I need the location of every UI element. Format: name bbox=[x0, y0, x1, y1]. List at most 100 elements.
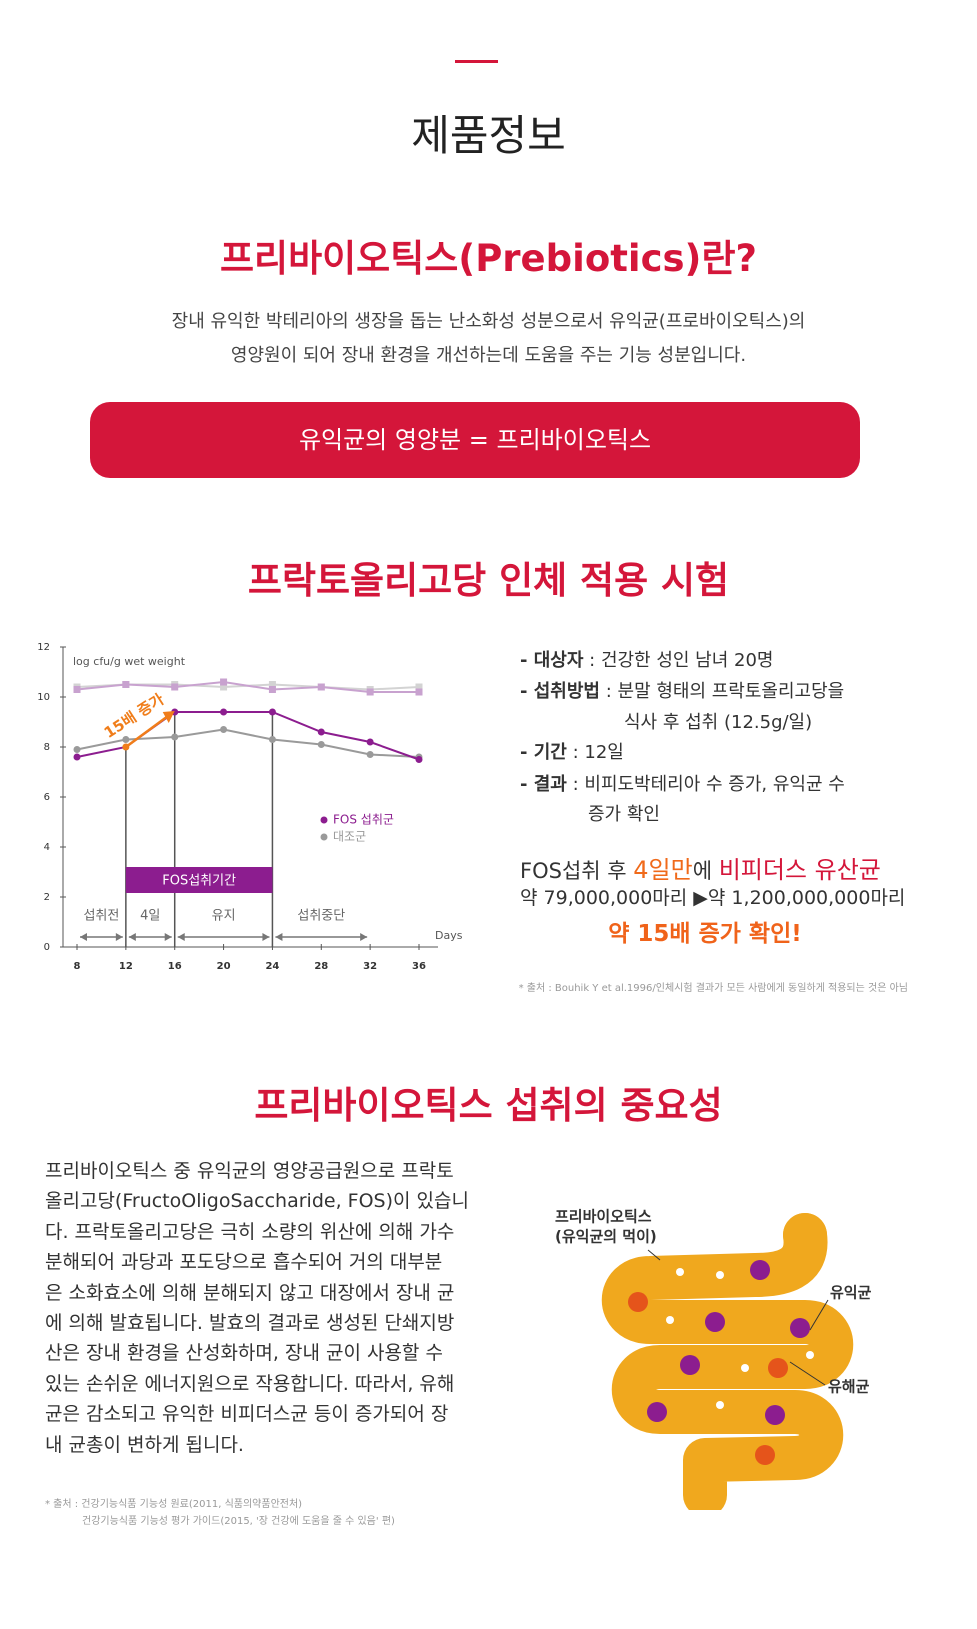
detail-text: : 비피도박테리아 수 증가, 유익균 수 bbox=[572, 774, 845, 795]
phase-arrowhead bbox=[80, 933, 87, 941]
detail: - 대상자 : 건강한 성인 남녀 20명 bbox=[520, 646, 774, 672]
phase-label: 유지 bbox=[212, 909, 236, 924]
legend-label: 대조군 bbox=[333, 830, 366, 844]
paragraph-line: 에 의해 발효됩니다. 발효의 결과로 생성된 단쇄지방 bbox=[45, 1312, 455, 1335]
detail-label: - 대상자 bbox=[520, 650, 584, 671]
marker bbox=[268, 681, 276, 688]
marker bbox=[415, 688, 423, 696]
intro-line: 장내 유익한 박테리아의 생장을 돕는 난소화성 성분으로서 유익균(프로바이오… bbox=[171, 311, 806, 332]
phase-arrowhead bbox=[177, 933, 185, 941]
legend-marker bbox=[320, 816, 328, 824]
detail: - 섭취방법 : 분말 형태의 프락토올리고당을 bbox=[520, 677, 844, 703]
illustration-label: (유익균의 먹이) bbox=[555, 1228, 657, 1246]
marker bbox=[171, 733, 179, 741]
paragraph-line: 다. 프락토올리고당은 극히 소량의 위산에 의해 가수 bbox=[45, 1220, 455, 1243]
detail-label: - 결과 bbox=[520, 774, 567, 795]
annotation: 15배 증가 bbox=[101, 690, 168, 742]
summary-text: FOS섭취 후 bbox=[520, 859, 634, 883]
y-axis-label: log cfu/g wet weight bbox=[73, 655, 186, 668]
intestine-illustration: 프리바이오틱스 (유익균의 먹이) 유익균 유해균 bbox=[555, 1208, 872, 1510]
marker bbox=[268, 708, 276, 716]
food-dot bbox=[676, 1268, 684, 1276]
phase-arrowhead bbox=[115, 933, 123, 941]
good-bacteria bbox=[750, 1260, 770, 1280]
good-bacteria bbox=[647, 1402, 667, 1422]
detail-text: 식사 후 섭취 (12.5g/일) bbox=[624, 712, 813, 733]
food-dot bbox=[666, 1316, 674, 1324]
detail-text: 증가 확인 bbox=[588, 804, 660, 825]
x-tick-label: 12 bbox=[119, 961, 133, 972]
bad-bacteria bbox=[768, 1358, 788, 1378]
source: 건강기능식품 기능성 평가 가이드(2015, '장 건강에 도움을 줄 수 있… bbox=[82, 1516, 395, 1527]
annotation-arrowhead bbox=[162, 711, 175, 723]
intro-line: 영양원이 되어 장내 환경을 개선하는데 도움을 주는 기능 성분입니다. bbox=[230, 345, 747, 366]
paragraph-line: 균은 감소되고 유익한 비피더스균 등이 증가되어 장 bbox=[45, 1403, 449, 1426]
marker bbox=[73, 686, 81, 693]
phase-label: 섭취중단 bbox=[297, 909, 345, 924]
intestine bbox=[601, 1213, 854, 1510]
marker bbox=[317, 741, 325, 748]
x-tick-label: 24 bbox=[265, 961, 279, 972]
food-dot bbox=[741, 1364, 749, 1372]
detail: - 결과 : 비피도박테리아 수 증가, 유익균 수 bbox=[520, 770, 845, 796]
phase-arrowhead bbox=[164, 933, 172, 941]
marker bbox=[268, 736, 276, 743]
intestine-end bbox=[783, 1213, 827, 1257]
bad-bacteria bbox=[628, 1292, 648, 1312]
detail-label: - 섭취방법 bbox=[520, 681, 600, 702]
phase-label: 4일 bbox=[140, 909, 160, 924]
marker bbox=[73, 746, 81, 753]
marker bbox=[415, 683, 423, 691]
summary-result: 약 15배 증가 확인! bbox=[608, 921, 802, 947]
x-tick-label: 32 bbox=[363, 961, 377, 972]
illustration-label: 유해균 bbox=[828, 1378, 870, 1396]
source: * 출처 : Bouhik Y et al.1996/인체시험 결과가 모든 사… bbox=[518, 983, 908, 994]
legend-marker bbox=[320, 833, 328, 841]
paragraph-line: 프리바이오틱스 중 유익균의 영양공급원으로 프락토 bbox=[45, 1160, 454, 1182]
paragraph-line: 내 균총이 변하게 됩니다. bbox=[45, 1433, 244, 1456]
marker bbox=[220, 726, 228, 733]
food-dot bbox=[806, 1351, 814, 1359]
phase-label: 섭취전 bbox=[83, 909, 119, 924]
leader-line bbox=[809, 1299, 829, 1331]
marker bbox=[317, 683, 325, 691]
summary-line: 약 79,000,000마리 ▶약 1,200,000,000마리 bbox=[520, 887, 906, 909]
annotation-arrow bbox=[125, 712, 172, 749]
marker bbox=[268, 686, 276, 693]
x-tick-label: 8 bbox=[74, 961, 81, 972]
good-bacteria bbox=[705, 1312, 725, 1332]
marker bbox=[366, 688, 374, 696]
x-tick-label: 16 bbox=[168, 961, 182, 972]
x-tick-label: 28 bbox=[314, 961, 328, 972]
marker bbox=[220, 678, 228, 686]
paragraph-line: 올리고당(FructoOligoSaccharide, FOS)이 있습니 bbox=[45, 1190, 469, 1213]
y-tick-label: 8 bbox=[44, 742, 50, 753]
paragraph-line: 산은 장내 환경을 산성화하며, 장내 균이 사용할 수 bbox=[45, 1342, 443, 1365]
leader-line bbox=[789, 1361, 826, 1386]
good-bacteria bbox=[680, 1355, 700, 1375]
phase-arrowhead bbox=[262, 933, 270, 941]
summary-text: 에 bbox=[692, 859, 719, 883]
food-dot bbox=[716, 1401, 724, 1409]
period-label: FOS섭취기간 bbox=[162, 874, 236, 889]
bad-bacteria bbox=[755, 1445, 775, 1465]
y-tick-label: 6 bbox=[44, 792, 50, 803]
period-box bbox=[125, 867, 273, 893]
illustration-label: 유익균 bbox=[830, 1284, 872, 1302]
summary-line: FOS섭취 후 4일만에 비피더스 유산균 bbox=[520, 850, 881, 885]
phase-arrowhead bbox=[128, 933, 136, 941]
marker bbox=[171, 683, 179, 691]
food-dot bbox=[716, 1271, 724, 1279]
marker bbox=[317, 728, 325, 736]
detail-text: : 건강한 성인 남녀 20명 bbox=[589, 650, 774, 671]
banner: 유익균의 영양분 = 프리바이오틱스 bbox=[90, 402, 860, 478]
y-tick-label: 0 bbox=[44, 942, 50, 953]
marker bbox=[220, 708, 228, 716]
marker bbox=[366, 751, 374, 758]
detail: - 기간 : 12일 bbox=[520, 738, 624, 764]
series-line bbox=[76, 680, 419, 693]
x-axis-label: Days bbox=[435, 929, 463, 942]
